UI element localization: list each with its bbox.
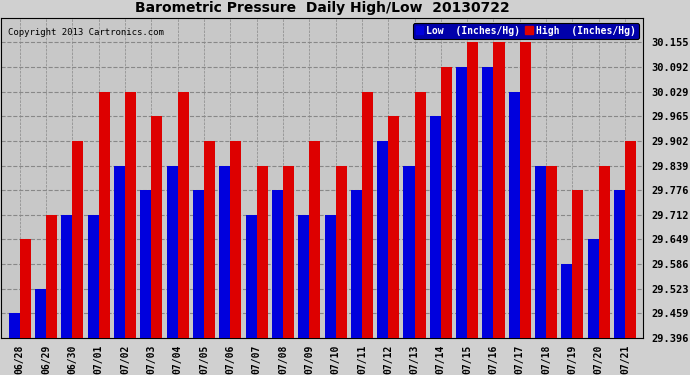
Bar: [167, 165, 178, 338]
Bar: [125, 92, 136, 338]
Bar: [140, 190, 151, 338]
Bar: [283, 165, 294, 338]
Bar: [441, 67, 452, 338]
Bar: [509, 92, 520, 338]
Bar: [535, 165, 546, 338]
Bar: [614, 190, 625, 338]
Bar: [324, 215, 335, 338]
Bar: [415, 92, 426, 338]
Text: Copyright 2013 Cartronics.com: Copyright 2013 Cartronics.com: [8, 27, 164, 36]
Bar: [493, 42, 504, 338]
Bar: [272, 190, 283, 338]
Bar: [151, 117, 162, 338]
Bar: [46, 215, 57, 338]
Bar: [309, 141, 320, 338]
Bar: [99, 92, 110, 338]
Bar: [362, 92, 373, 338]
Legend: Low  (Inches/Hg), High  (Inches/Hg): Low (Inches/Hg), High (Inches/Hg): [413, 23, 639, 39]
Bar: [219, 165, 230, 338]
Bar: [114, 165, 125, 338]
Bar: [298, 215, 309, 338]
Bar: [377, 141, 388, 338]
Bar: [588, 240, 599, 338]
Bar: [546, 165, 557, 338]
Bar: [562, 264, 573, 338]
Bar: [520, 42, 531, 338]
Bar: [20, 240, 31, 338]
Bar: [257, 165, 268, 338]
Bar: [61, 215, 72, 338]
Bar: [430, 117, 441, 338]
Bar: [246, 215, 257, 338]
Bar: [72, 141, 83, 338]
Bar: [9, 314, 20, 338]
Bar: [230, 141, 241, 338]
Bar: [467, 42, 478, 338]
Bar: [193, 190, 204, 338]
Bar: [573, 190, 584, 338]
Bar: [335, 165, 346, 338]
Bar: [351, 190, 362, 338]
Bar: [456, 67, 467, 338]
Bar: [599, 165, 610, 338]
Bar: [204, 141, 215, 338]
Title: Barometric Pressure  Daily High/Low  20130722: Barometric Pressure Daily High/Low 20130…: [135, 2, 510, 15]
Bar: [88, 215, 99, 338]
Bar: [388, 117, 400, 338]
Bar: [35, 288, 46, 338]
Bar: [625, 141, 636, 338]
Bar: [178, 92, 189, 338]
Bar: [482, 67, 493, 338]
Bar: [404, 165, 415, 338]
